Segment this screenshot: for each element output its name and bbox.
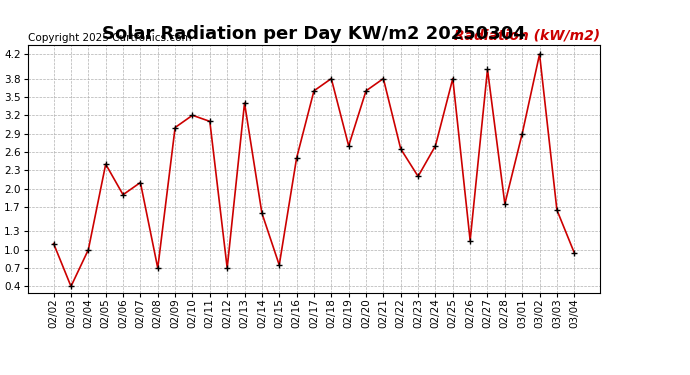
Title: Solar Radiation per Day KW/m2 20250304: Solar Radiation per Day KW/m2 20250304 xyxy=(102,26,526,44)
Text: Radiation (kW/m2): Radiation (kW/m2) xyxy=(454,28,600,42)
Text: Copyright 2025 Curtronics.com: Copyright 2025 Curtronics.com xyxy=(28,33,191,42)
